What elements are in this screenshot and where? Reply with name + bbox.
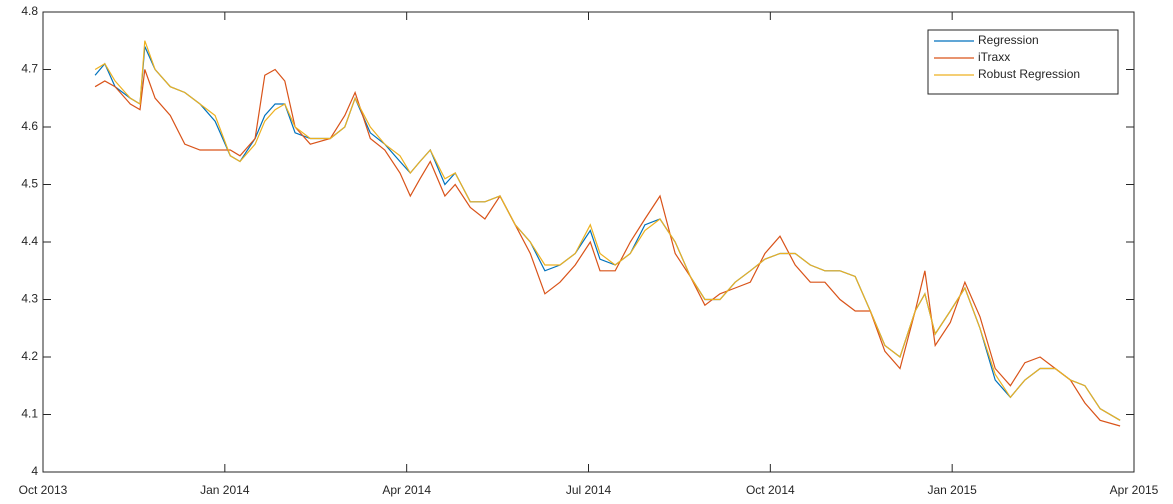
x-tick-label: Oct 2013 [19,483,68,497]
legend-label: Robust Regression [978,67,1080,81]
legend-label: iTraxx [978,50,1010,64]
plot-frame [42,11,1135,473]
x-tick-label: Apr 2015 [1110,483,1159,497]
legend-label: Regression [978,33,1039,47]
y-tick-label: 4.2 [21,349,38,363]
x-tick-label: Oct 2014 [746,483,795,497]
y-tick-label: 4.1 [21,407,38,421]
y-tick-label: 4.8 [21,4,38,18]
series-line [94,40,1121,421]
x-tick-label: Jul 2014 [566,483,612,497]
y-tick-label: 4.4 [21,234,38,248]
x-tick-label: Jan 2015 [927,483,977,497]
y-tick-label: 4.3 [21,292,38,306]
x-tick-label: Jan 2014 [200,483,250,497]
y-tick-label: 4.6 [21,119,38,133]
y-tick-label: 4.7 [21,62,38,76]
y-tick-label: 4 [31,464,38,478]
x-tick-label: Apr 2014 [382,483,431,497]
y-tick-label: 4.5 [21,177,38,191]
